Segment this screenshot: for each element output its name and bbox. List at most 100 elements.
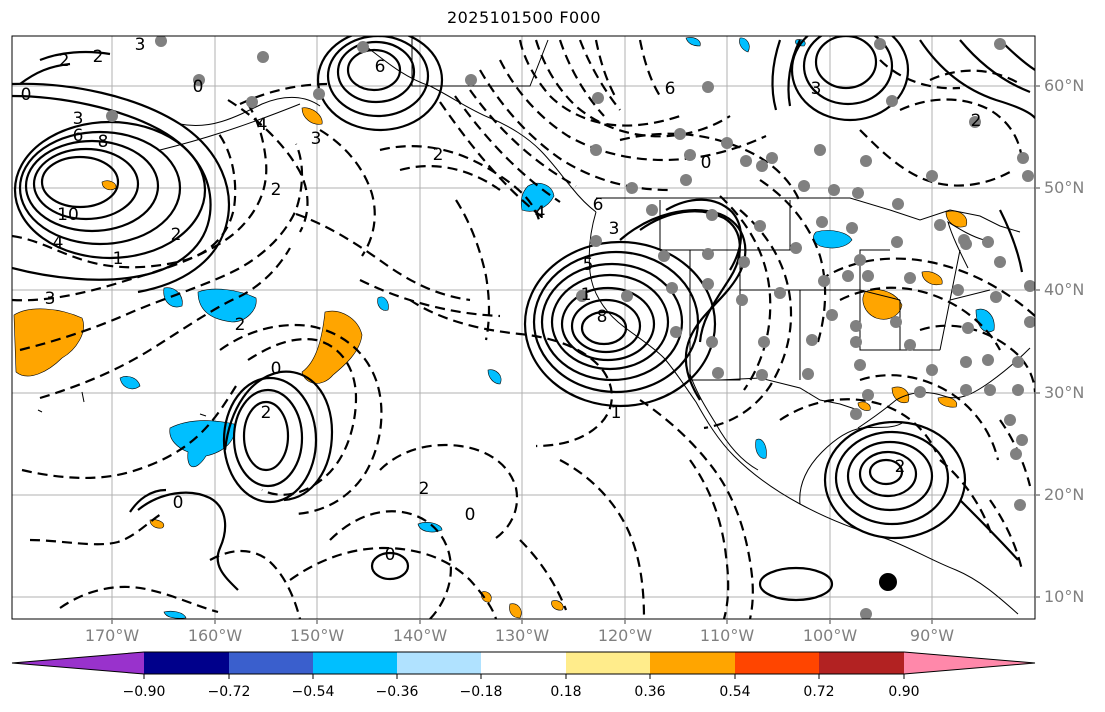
lat-label: 40°N [1044, 280, 1085, 299]
orange-area [921, 271, 943, 286]
contour-label: 3 [311, 129, 322, 149]
colorbar-tick-label: −0.54 [291, 684, 335, 700]
lon-ticks [111, 619, 933, 624]
contour-label: 0 [701, 153, 712, 173]
colorbar-tick-label: 0.72 [803, 684, 835, 700]
blue-area [163, 610, 187, 619]
orange-area [301, 310, 363, 384]
colorbar-tick-label: −0.18 [459, 684, 503, 700]
colorbar [11, 651, 1036, 679]
colorbar-segment [481, 652, 566, 674]
blue-area [197, 288, 257, 323]
map-frame [11, 35, 1036, 620]
contour-label: 2 [171, 225, 182, 245]
colorbar-segment [566, 652, 650, 674]
contour-label: 1 [611, 403, 622, 423]
orange-area [149, 519, 165, 529]
contour-label: 3 [45, 289, 56, 309]
contour-label: 2 [433, 145, 444, 165]
contour-label: 3 [811, 79, 822, 99]
contour-label: 4 [535, 203, 546, 223]
colorbar-segment [735, 652, 819, 674]
blue-area [169, 420, 235, 468]
contour-label: 6 [375, 57, 386, 77]
orange-area [551, 600, 564, 611]
contour-label: 3 [73, 109, 84, 129]
contour-label: 2 [895, 457, 906, 477]
map-title: 2025101500 F000 [446, 8, 602, 27]
colorbar-tick-label: −0.72 [207, 684, 251, 700]
colorbar-segment [229, 652, 313, 674]
lon-label: 130°W [494, 626, 550, 645]
orange-area [509, 603, 522, 619]
lat-label: 30°N [1044, 383, 1085, 402]
contour-label: 1 [581, 285, 592, 305]
contour-label: 2 [59, 51, 70, 71]
contour-label: 0 [271, 359, 282, 379]
contour-label: 0 [173, 493, 184, 513]
contour-label: 6 [593, 195, 604, 215]
contour-label: 2 [93, 47, 104, 67]
blue-area [755, 438, 767, 459]
coastlines [37, 36, 1031, 615]
lon-label: 100°W [802, 626, 858, 645]
shaded-areas [13, 37, 995, 619]
contour-label: 0 [465, 505, 476, 525]
blue-area [119, 376, 141, 390]
lon-label: 110°W [699, 626, 755, 645]
orange-area [481, 591, 492, 603]
contour-label: 2 [261, 403, 272, 423]
contour-label: 1 [113, 249, 124, 269]
colorbar-segment [650, 652, 735, 674]
contour-label: 8 [597, 307, 608, 327]
orange-area [857, 401, 871, 411]
contour-label: 2 [235, 315, 246, 335]
blue-area [163, 287, 183, 308]
orange-area [891, 386, 910, 403]
lon-label: 140°W [392, 626, 448, 645]
contour-label: 0 [193, 77, 204, 97]
colorbar-tick-label: −0.36 [375, 684, 419, 700]
contour-label: 6 [665, 79, 676, 99]
lon-label: 90°W [909, 626, 955, 645]
colorbar-tick-label: 0.36 [634, 684, 666, 700]
colorbar-tick-label: 0.90 [888, 684, 920, 700]
colorbar-segment [819, 652, 904, 674]
colorbar-tick-label: 0.18 [550, 684, 582, 700]
blue-area [685, 37, 701, 47]
contour-label: 2 [971, 111, 982, 131]
lat-ticks [1035, 85, 1040, 598]
black-marker [879, 573, 897, 591]
contour-label: 2 [419, 479, 430, 499]
orange-area [301, 107, 323, 125]
contours-positive [12, 36, 1035, 602]
lon-label: 160°W [187, 626, 243, 645]
lat-label: 60°N [1044, 76, 1085, 95]
contour-label: 3 [135, 35, 146, 55]
blue-area [520, 183, 555, 212]
contour-label: 5 [583, 255, 594, 275]
colorbar-segment [313, 652, 397, 674]
colorbar-segment [12, 652, 144, 674]
contour-label: 3 [609, 219, 620, 239]
colorbar-segment [397, 652, 481, 674]
contour-labels: 3 2 2 0 3 6 8 10 4 1 3 6 0 6 4 2 3 2 0 3… [21, 35, 982, 565]
orange-area [13, 308, 84, 377]
contour-label: 2 [271, 180, 282, 200]
lon-label: 120°W [597, 626, 653, 645]
contour-label: 4 [257, 115, 268, 135]
lat-label: 20°N [1044, 485, 1085, 504]
colorbar-tick-label: −0.90 [122, 684, 166, 700]
contour-label: 10 [57, 205, 79, 225]
colorbar-segment [904, 652, 1035, 674]
blue-area [487, 369, 502, 385]
lon-label: 150°W [289, 626, 345, 645]
map-panel [12, 36, 1035, 619]
lat-label: 10°N [1044, 587, 1085, 606]
contour-label: 8 [98, 132, 109, 152]
contour-label: 6 [73, 126, 84, 146]
blue-area [377, 296, 389, 311]
station-markers [106, 36, 1035, 619]
contour-label: 4 [53, 233, 64, 253]
